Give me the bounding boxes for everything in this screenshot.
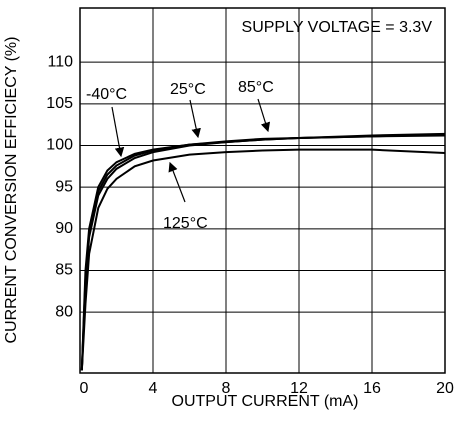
arrow	[111, 106, 125, 158]
series-line	[80, 133, 445, 371]
y-axis-label: CURRENT CONVERSION EFFICIECY (%)	[3, 37, 20, 344]
x-tick-label: 0	[80, 380, 89, 397]
series-line	[80, 132, 445, 371]
arrow	[189, 99, 201, 139]
x-tick-label: 20	[436, 380, 454, 397]
y-tick-label: 80	[55, 303, 73, 320]
series-line	[80, 134, 445, 371]
arrow	[168, 161, 186, 203]
plot-frame	[79, 7, 446, 374]
x-tick-label: 16	[363, 380, 381, 397]
annotation: 85°C	[238, 79, 274, 96]
y-tick-label: 90	[55, 220, 73, 237]
y-tick-label: 105	[46, 95, 73, 112]
y-tick-label: 110	[47, 53, 73, 70]
annotation: 125°C	[163, 215, 208, 232]
y-tick-label: 85	[55, 262, 73, 279]
y-tick-label: 100	[46, 137, 73, 154]
annotation: 25°C	[170, 81, 206, 98]
annotation: SUPPLY VOLTAGE = 3.3V	[242, 19, 433, 36]
x-tick-label: 8	[222, 380, 231, 397]
x-tick-label: 12	[290, 380, 308, 397]
annotation: -40°C	[86, 86, 127, 103]
x-tick-label: 4	[149, 380, 158, 397]
x-axis-label: OUTPUT CURRENT (mA)	[172, 393, 359, 410]
series-line	[80, 148, 445, 371]
y-tick-label: 95	[55, 178, 73, 195]
